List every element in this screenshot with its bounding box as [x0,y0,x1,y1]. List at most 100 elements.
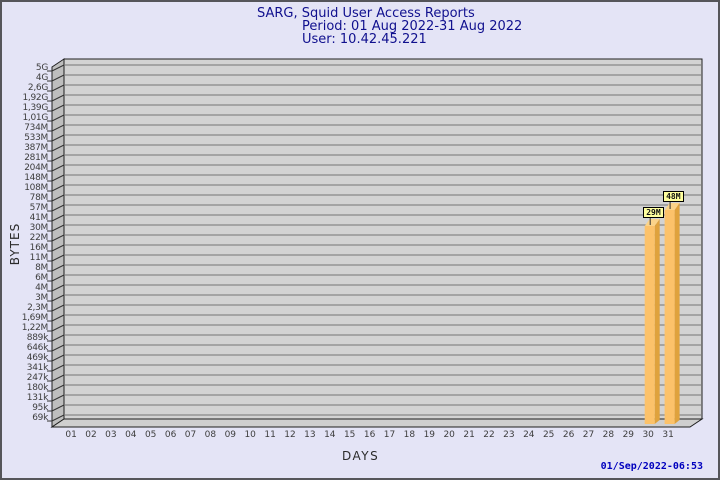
y-tick-label: 8M [35,263,48,273]
x-tick-label: 17 [383,430,396,440]
y-tick-label: 180k [26,383,49,393]
wall-tick [51,294,65,302]
y-tick-label: 2,6G [27,83,48,93]
wall-tick [51,334,65,342]
y-tick-label: 131k [26,393,49,403]
y-tick-label: 148M [24,173,48,183]
wall-tick [51,154,65,162]
wall-tick [51,244,65,252]
x-tick-label: 09 [224,430,237,440]
y-tick-label: 341k [26,363,49,373]
chart-user: User: 10.42.45.221 [302,32,427,47]
x-tick-label: 30 [642,430,654,440]
axis-floor-3d [50,418,704,428]
bar-side-face [654,219,660,424]
wall-tick [51,164,65,172]
y-tick-label: 108M [24,183,48,193]
bar-value-label: 48M [663,191,684,202]
y-tick-label: 469k [26,353,49,363]
wall-tick [51,104,65,112]
wall-tick [51,94,65,102]
wall-tick [51,114,65,122]
y-tick-label: 69k [32,413,48,423]
x-tick-label: 16 [363,430,376,440]
x-tick-label: 12 [284,430,296,440]
bar-value-label: 29M [643,207,664,218]
y-tick-label: 30M [29,223,49,233]
chart-period: Period: 01 Aug 2022-31 Aug 2022 [302,19,523,34]
x-tick-label: 27 [582,430,595,440]
x-tick-label: 15 [343,430,356,440]
wall-tick [51,364,65,372]
wall-tick [51,224,65,232]
x-tick-label: 25 [542,430,555,440]
wall-tick [51,394,65,402]
x-tick-label: 04 [125,430,137,440]
y-tick-label: 734M [24,123,48,133]
x-tick-label: 21 [463,430,475,440]
y-tick-label: 57M [29,203,49,213]
axis-wall-3d [51,58,65,428]
y-tick-label: 889k [26,333,49,343]
x-tick-label: 07 [184,430,197,440]
wall-tick [51,344,65,352]
generated-timestamp: 01/Sep/2022-06:53 [600,461,703,472]
y-tick-label: 41M [29,213,49,223]
y-tick-label: 533M [24,133,48,143]
x-tick-label: 03 [105,430,117,440]
wall-tick [51,384,65,392]
y-tick-label: 1,22M [21,323,49,333]
x-tick-label: 18 [403,430,416,440]
wall-tick [51,404,65,412]
wall-tick [51,274,65,282]
y-tick-label: 646k [26,343,49,353]
x-tick-label: 06 [164,430,177,440]
y-tick-label: 1,01G [22,113,48,123]
x-tick-label: 10 [244,430,256,440]
wall-tick [51,74,65,82]
chart-title: SARG, Squid User Access Reports [257,6,475,21]
bar-side-face [674,203,680,424]
wall-tick [51,144,65,152]
wall-tick [51,314,65,322]
wall-tick [51,174,65,182]
wall-tick [51,184,65,192]
x-tick-label: 22 [483,430,495,440]
y-tick-label: 204M [24,163,48,173]
x-tick-label: 11 [264,430,276,440]
wall-tick [51,414,65,422]
wall-tick [51,264,65,272]
y-tick-label: 387M [24,143,48,153]
x-tick-label: 14 [324,430,336,440]
wall-tick [51,204,65,212]
bar-front-face [644,226,655,424]
plot-area [63,58,703,420]
y-tick-label: 1,92G [22,93,48,103]
wall-tick [51,134,65,142]
x-tick-label: 19 [423,430,436,440]
x-tick-label: 23 [503,430,515,440]
y-tick-label: 2,3M [27,303,48,313]
y-tick-label: 281M [24,153,48,163]
y-tick-label: 3M [35,293,48,303]
x-tick-label: 02 [85,430,97,440]
y-tick-label: 247k [26,373,49,383]
x-axis-title: DAYS [342,449,380,463]
x-tick-label: 01 [65,430,77,440]
wall-tick [51,84,65,92]
y-axis-title: BYTES [8,222,22,266]
wall-tick [51,234,65,242]
wall-tick [51,124,65,132]
x-tick-label: 24 [523,430,535,440]
y-tick-label: 16M [29,243,49,253]
x-tick-label: 05 [144,430,157,440]
bar-front-face [664,210,675,424]
wall-tick [51,194,65,202]
wall-tick [51,214,65,222]
x-tick-label: 31 [662,430,674,440]
y-tick-label: 11M [29,253,49,263]
x-tick-label: 29 [622,430,635,440]
x-tick-label: 26 [562,430,575,440]
y-tick-label: 78M [29,193,49,203]
